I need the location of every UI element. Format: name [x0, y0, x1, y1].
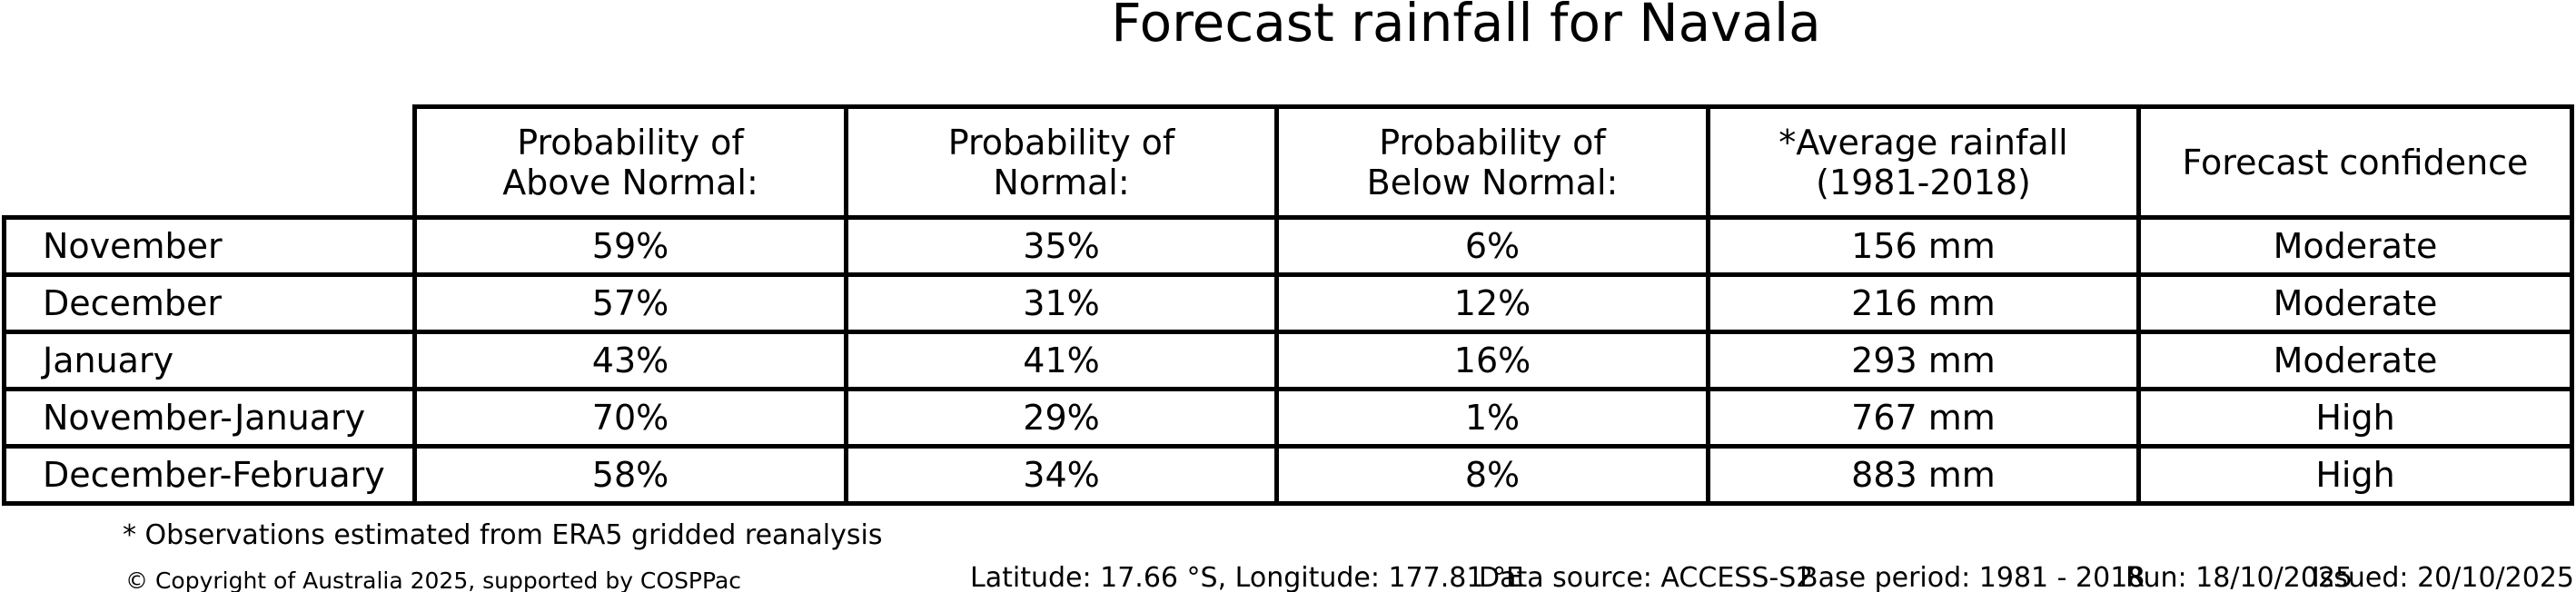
table-row-december-february: December-February 58% 34% 8% 883 mm High [2, 444, 2574, 506]
copyright-notice: © Copyright of Australia 2025, supported… [125, 567, 742, 592]
column-header-below-normal: Probability of Below Normal: [1274, 104, 1710, 220]
page-title: Forecast rainfall for Navala [1111, 0, 1821, 54]
cell-above-normal: 43% [412, 330, 848, 391]
row-label: December [2, 272, 417, 334]
cell-confidence: High [2136, 444, 2574, 506]
table-header-row: Probability of Above Normal: Probability… [5, 104, 2574, 220]
column-header-normal: Probability of Normal: [844, 104, 1279, 220]
cell-below-normal: 8% [1274, 444, 1710, 506]
table-row-november-january: November-January 70% 29% 1% 767 mm High [2, 387, 2574, 449]
cell-confidence: Moderate [2136, 272, 2574, 334]
cell-average-rainfall: 216 mm [1706, 272, 2141, 334]
row-label: November [2, 215, 417, 277]
footer-issued-date: Issued: 20/10/2025 [2311, 562, 2574, 592]
table-row-january: January 43% 41% 16% 293 mm Moderate [2, 330, 2574, 391]
cell-average-rainfall: 293 mm [1706, 330, 2141, 391]
cell-above-normal: 70% [412, 387, 848, 449]
cell-above-normal: 57% [412, 272, 848, 334]
cell-average-rainfall: 156 mm [1706, 215, 2141, 277]
cell-above-normal: 58% [412, 444, 848, 506]
column-header-forecast-confidence: Forecast confidence [2136, 104, 2574, 220]
cell-below-normal: 12% [1274, 272, 1710, 334]
corner-cell [5, 107, 415, 218]
cell-below-normal: 6% [1274, 215, 1710, 277]
footer-lat-lon: Latitude: 17.66 °S, Longitude: 177.81 °E [970, 562, 1523, 592]
cell-average-rainfall: 767 mm [1706, 387, 2141, 449]
rainfall-forecast-table: Probability of Above Normal: Probability… [2, 104, 2574, 506]
cell-normal: 35% [844, 215, 1279, 277]
cell-confidence: Moderate [2136, 215, 2574, 277]
footer-data-source: Data source: ACCESS-S2 [1479, 562, 1814, 592]
cell-confidence: High [2136, 387, 2574, 449]
table-row-december: December 57% 31% 12% 216 mm Moderate [2, 272, 2574, 334]
row-label: November-January [2, 387, 417, 449]
footer-run-date: Run: 18/10/2025 [2125, 562, 2353, 592]
row-label: December-February [2, 444, 417, 506]
column-header-above-normal: Probability of Above Normal: [412, 104, 848, 220]
column-header-average-rainfall: *Average rainfall (1981-2018) [1706, 104, 2141, 220]
cell-normal: 29% [844, 387, 1279, 449]
observations-footnote: * Observations estimated from ERA5 gridd… [123, 519, 883, 551]
cell-below-normal: 16% [1274, 330, 1710, 391]
row-label: January [2, 330, 417, 391]
cell-normal: 34% [844, 444, 1279, 506]
table-row-november: November 59% 35% 6% 156 mm Moderate [2, 215, 2574, 277]
cell-below-normal: 1% [1274, 387, 1710, 449]
cell-above-normal: 59% [412, 215, 848, 277]
cell-normal: 41% [844, 330, 1279, 391]
cell-normal: 31% [844, 272, 1279, 334]
cell-average-rainfall: 883 mm [1706, 444, 2141, 506]
footer-base-period: Base period: 1981 - 2018 [1799, 562, 2145, 592]
cell-confidence: Moderate [2136, 330, 2574, 391]
